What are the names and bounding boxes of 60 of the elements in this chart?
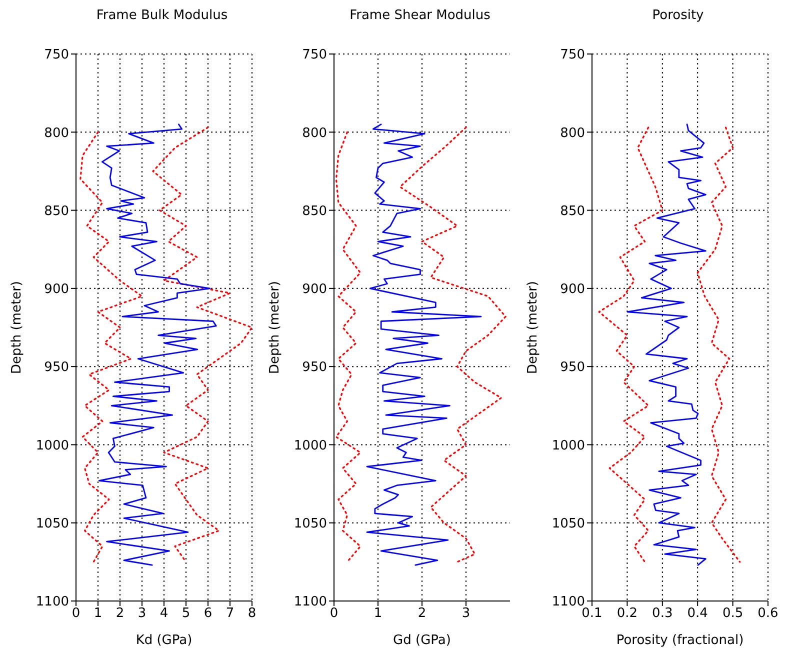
y-tick-label: 1050 <box>294 516 327 532</box>
x-tick-label: 2 <box>116 606 124 622</box>
y-tick-label: 800 <box>302 126 327 141</box>
x-tick-label: 5 <box>182 606 190 622</box>
y-tick-label: 1000 <box>294 438 327 454</box>
x-tick-label: 1 <box>374 606 382 622</box>
x-axis-title: Gd (GPa) <box>393 633 451 648</box>
y-axis-title: Depth (meter) <box>526 281 541 374</box>
x-tick-label: 0.1 <box>582 606 602 622</box>
y-tick-label: 750 <box>302 48 327 63</box>
line-series <box>598 126 664 563</box>
y-tick-label: 1100 <box>36 594 69 610</box>
y-tick-label: 750 <box>44 48 69 63</box>
x-tick-label: 0 <box>72 606 80 622</box>
line-series <box>399 126 506 563</box>
y-tick-label: 800 <box>560 126 585 141</box>
x-tick-label: 0.6 <box>758 606 778 622</box>
y-tick-label: 950 <box>44 360 69 376</box>
x-tick-label: 6 <box>204 606 212 622</box>
x-tick-label: 2 <box>418 606 426 622</box>
y-tick-label: 1050 <box>552 516 585 532</box>
y-tick-label: 1000 <box>552 438 585 454</box>
x-axis-title: Porosity (fractional) <box>616 633 744 648</box>
y-tick-label: 900 <box>44 282 69 298</box>
x-tick-label: 8 <box>248 606 256 622</box>
y-tick-label: 850 <box>44 204 69 219</box>
line-series <box>366 124 482 566</box>
y-tick-label: 1000 <box>36 438 69 454</box>
x-tick-label: 1 <box>94 606 102 622</box>
line-series <box>98 124 217 566</box>
chart-title: Frame Bulk Modulus <box>95 8 229 25</box>
y-tick-label: 900 <box>560 282 585 298</box>
y-axis-title: Depth (meter) <box>10 281 25 374</box>
x-tick-label: 0.2 <box>616 606 638 622</box>
y-tick-label: 1050 <box>36 516 69 532</box>
x-tick-label: 3 <box>138 606 146 622</box>
y-tick-label: 1100 <box>294 594 327 610</box>
y-tick-label: 950 <box>302 360 327 376</box>
chart-title: Frame Shear Modulus <box>348 8 492 25</box>
x-tick-label: 7 <box>226 606 234 622</box>
x-tick-label: 4 <box>160 606 168 622</box>
line-series <box>626 124 706 566</box>
y-tick-label: 850 <box>560 204 585 219</box>
y-tick-label: 850 <box>302 204 327 219</box>
x-tick-label: 0.5 <box>722 606 744 622</box>
y-axis-title: Depth (meter) <box>268 281 283 374</box>
y-tick-label: 950 <box>560 360 585 376</box>
x-tick-label: 0.3 <box>652 606 673 622</box>
x-tick-label: 0 <box>330 606 338 622</box>
chart-title: Porosity <box>651 8 705 25</box>
x-axis-title: Kd (GPa) <box>136 633 192 648</box>
line-series <box>80 131 143 563</box>
x-tick-label: 3 <box>462 606 470 622</box>
y-tick-label: 750 <box>560 48 585 63</box>
line-series <box>152 126 252 563</box>
y-tick-label: 800 <box>44 126 69 141</box>
x-tick-label: 0.4 <box>687 606 708 622</box>
line-series <box>696 126 741 563</box>
line-series <box>335 131 362 563</box>
y-tick-label: 900 <box>302 282 327 298</box>
